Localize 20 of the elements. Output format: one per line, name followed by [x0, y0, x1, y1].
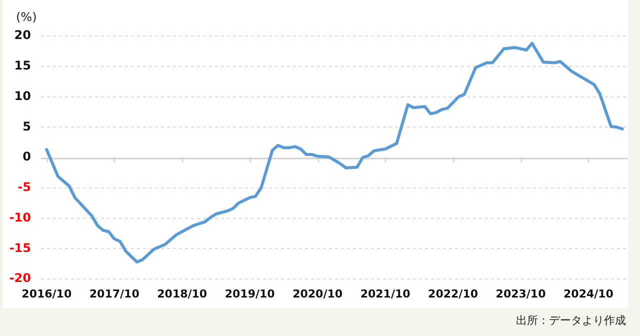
x-tick-label: 2018/10: [157, 287, 208, 300]
x-tick-label: 2022/10: [428, 287, 478, 300]
x-tick-label: 2019/10: [224, 287, 276, 300]
y-tick-label: 20: [14, 28, 31, 42]
x-tick-label: 2023/10: [496, 287, 546, 300]
y-tick-label: -20: [9, 271, 31, 286]
y-tick-label: 15: [14, 58, 31, 72]
x-tick-label: 2016/10: [22, 287, 72, 300]
text: 出所：データより作成: [516, 313, 626, 328]
y-axis-title: (%): [16, 10, 37, 24]
y-tick-label: 10: [14, 88, 31, 103]
y-tick-label: 0: [22, 150, 31, 164]
y-tick-label: -10: [9, 210, 31, 224]
x-tick-label: 2021/10: [360, 287, 411, 300]
x-tick-label: 2024/10: [564, 287, 614, 300]
y-tick-label: 5: [22, 119, 31, 134]
x-tick-label: 2017/10: [89, 287, 140, 300]
x-tick-label: 2020/10: [292, 287, 343, 300]
y-tick-label: -5: [18, 180, 31, 194]
y-tick-label: -15: [9, 240, 31, 255]
